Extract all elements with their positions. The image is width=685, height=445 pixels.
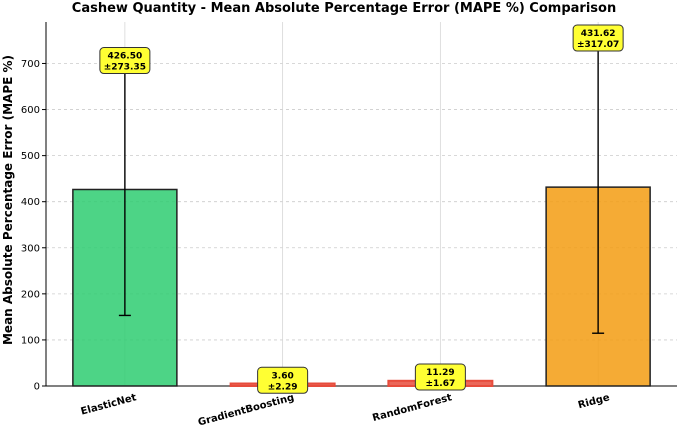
x-tick-label: RandomForest bbox=[371, 392, 453, 424]
y-axis-label: Mean Absolute Percentage Error (MAPE %) bbox=[1, 55, 15, 345]
error-label: ±317.07 bbox=[577, 40, 619, 50]
error-label: ±2.29 bbox=[268, 382, 298, 392]
y-tick-label: 500 bbox=[21, 151, 40, 162]
y-tick-label: 700 bbox=[21, 59, 40, 70]
y-tick-label: 0 bbox=[34, 382, 40, 393]
y-tick-label: 200 bbox=[21, 289, 40, 300]
y-tick-label: 100 bbox=[21, 335, 40, 346]
value-label: 3.60 bbox=[272, 371, 294, 381]
x-tick-label: Ridge bbox=[577, 392, 611, 411]
value-label: 11.29 bbox=[426, 368, 454, 378]
error-label: ±1.67 bbox=[426, 379, 456, 389]
x-tick-label: GradientBoosting bbox=[197, 392, 295, 428]
value-label: 431.62 bbox=[581, 29, 616, 39]
y-tick-label: 600 bbox=[21, 105, 40, 116]
value-label-box bbox=[414, 363, 466, 391]
value-label-box bbox=[99, 47, 151, 75]
chart-title: Cashew Quantity - Mean Absolute Percenta… bbox=[72, 1, 616, 16]
x-tick-label: ElasticNet bbox=[80, 392, 138, 417]
y-tick-label: 300 bbox=[21, 243, 40, 254]
y-tick-label: 400 bbox=[21, 197, 40, 208]
plot-area: 0100200300400500600700426.50±273.353.60±… bbox=[21, 22, 677, 429]
value-label-box bbox=[572, 24, 624, 52]
value-label-box bbox=[257, 366, 309, 394]
value-label: 426.50 bbox=[108, 52, 143, 62]
error-label: ±273.35 bbox=[104, 63, 146, 73]
